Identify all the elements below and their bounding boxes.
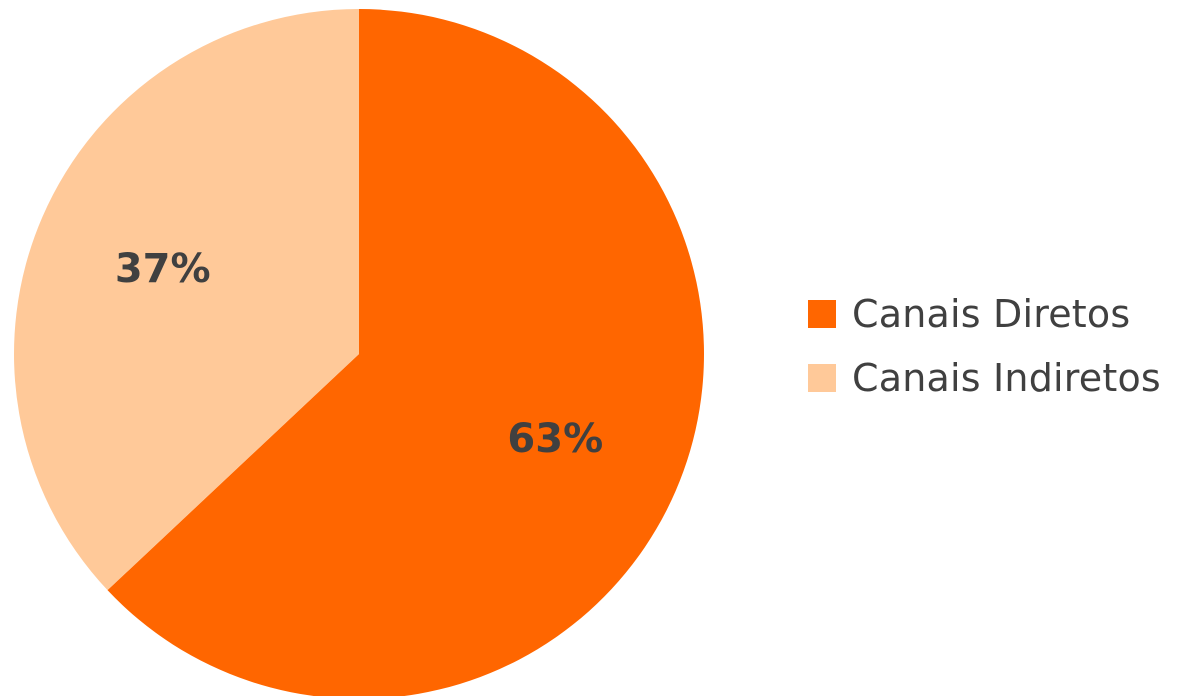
pie-slice-canais-indiretos [13,9,360,591]
data-label-canais-indiretos: 37% [115,246,211,292]
legend-item-canais-diretos: Canais Diretos [808,288,1161,340]
legend-item-canais-indiretos: Canais Indiretos [808,352,1161,404]
legend-label-canais-diretos: Canais Diretos [852,292,1131,336]
legend-label-canais-indiretos: Canais Indiretos [852,356,1161,400]
legend: Canais Diretos Canais Indiretos [808,288,1161,416]
data-label-canais-diretos: 63% [507,416,603,462]
legend-swatch-canais-diretos [808,300,836,328]
legend-swatch-canais-indiretos [808,364,836,392]
pie-slice-canais-diretos [107,9,704,699]
